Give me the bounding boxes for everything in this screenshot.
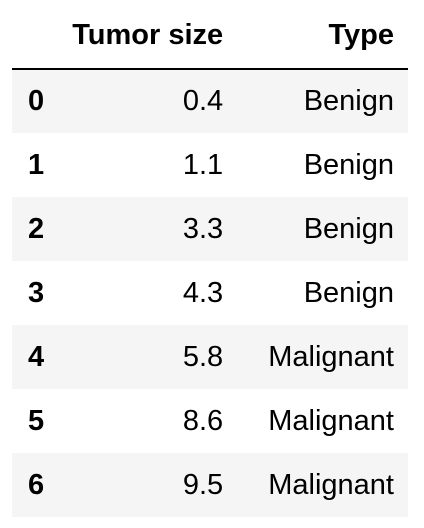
type-cell: Benign xyxy=(303,212,394,245)
column-header-tumor-size: Tumor size xyxy=(69,8,238,70)
table-row: 4 5.8 Malignant xyxy=(12,325,408,389)
table-row: 1 1.1 Benign xyxy=(12,133,408,197)
type-cell: Malignant xyxy=(268,468,394,501)
tumor-size-cell: 3.3 xyxy=(182,212,224,245)
dataframe-table: Tumor size Type 0 0.4 Benign 1 1.1 Benig… xyxy=(12,8,408,517)
row-index: 5 xyxy=(28,404,45,437)
type-cell: Benign xyxy=(303,276,394,309)
tumor-size-cell: 5.8 xyxy=(182,340,224,373)
table-row: 6 9.5 Malignant xyxy=(12,453,408,517)
table-body: 0 0.4 Benign 1 1.1 Benign 2 3.3 Benign 3… xyxy=(12,69,408,517)
row-index: 4 xyxy=(28,340,45,373)
type-cell: Malignant xyxy=(268,404,394,437)
row-index: 2 xyxy=(28,212,45,245)
type-cell: Benign xyxy=(303,85,394,117)
tumor-size-cell: 1.1 xyxy=(182,148,224,181)
table-row: 3 4.3 Benign xyxy=(12,261,408,325)
header-row: Tumor size Type xyxy=(12,8,408,70)
row-index: 0 xyxy=(28,85,45,117)
tumor-size-cell: 0.4 xyxy=(182,85,224,117)
table-header: Tumor size Type xyxy=(12,8,408,70)
tumor-size-cell: 8.6 xyxy=(182,404,224,437)
tumor-size-cell: 4.3 xyxy=(182,276,224,309)
type-cell: Benign xyxy=(303,148,394,181)
row-index: 1 xyxy=(28,148,45,181)
table-row: 5 8.6 Malignant xyxy=(12,389,408,453)
type-cell: Malignant xyxy=(268,340,394,373)
tumor-size-cell: 9.5 xyxy=(182,468,224,501)
table-row: 2 3.3 Benign xyxy=(12,197,408,261)
row-index: 6 xyxy=(28,468,45,501)
table-row: 0 0.4 Benign xyxy=(12,69,408,133)
row-index: 3 xyxy=(28,276,45,309)
index-column-header xyxy=(12,8,70,70)
column-header-type: Type xyxy=(237,8,408,70)
